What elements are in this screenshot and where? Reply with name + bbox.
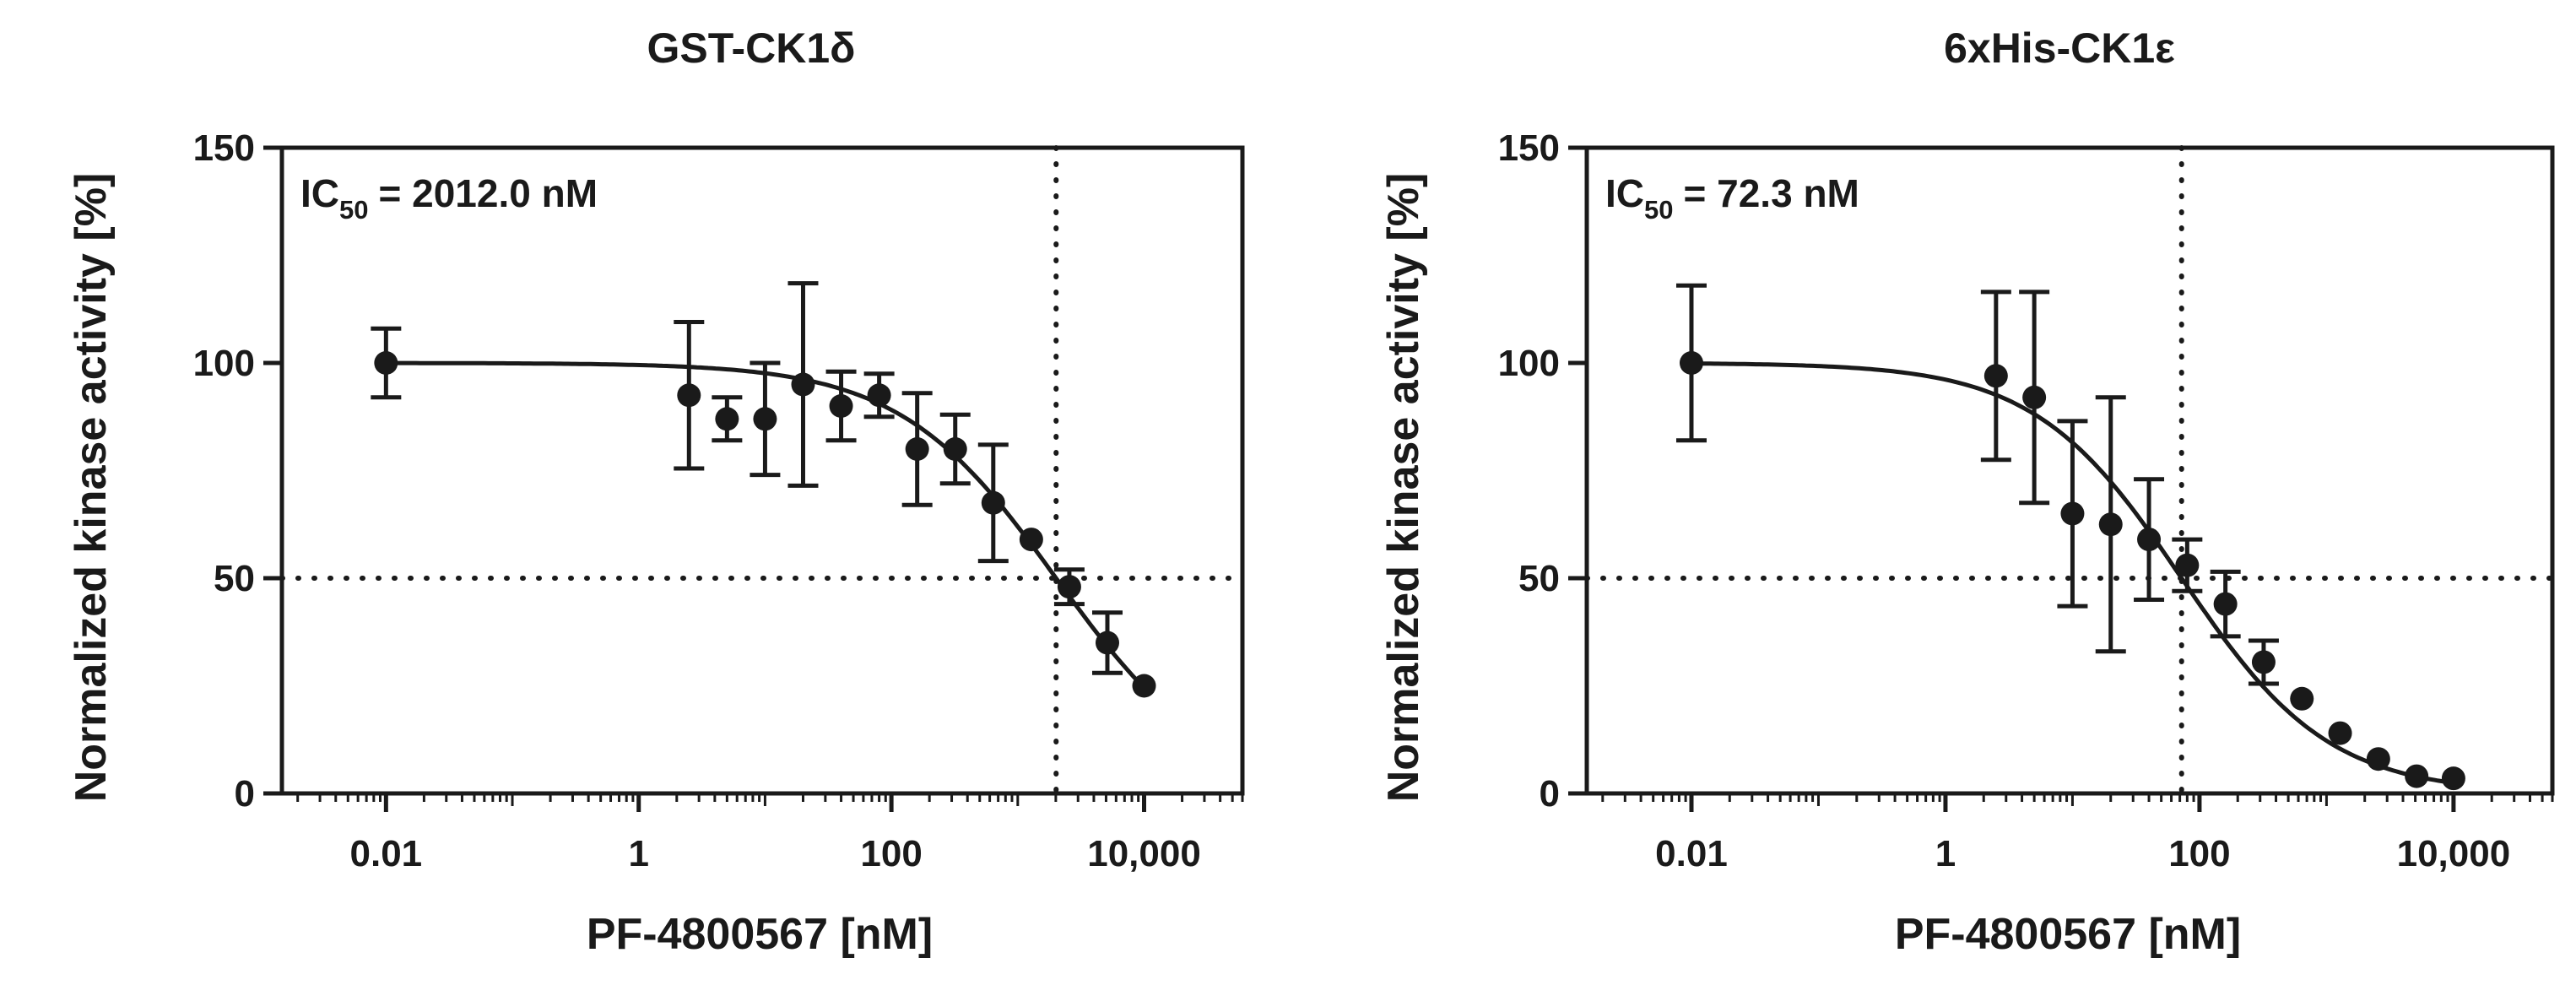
data-point xyxy=(791,372,815,397)
y-tick-label: 0 xyxy=(1540,773,1560,815)
y-tick-label: 150 xyxy=(193,127,255,169)
data-point xyxy=(2366,747,2390,771)
data-point xyxy=(2098,512,2123,537)
y-tick-label: 50 xyxy=(214,558,255,599)
x-tick-label: 0.01 xyxy=(350,833,423,874)
x-axis-label: PF-4800567 [nM] xyxy=(1895,910,2241,959)
ic50-value: = 2012.0 nM xyxy=(378,171,598,215)
data-point xyxy=(2405,764,2429,788)
data-point xyxy=(2290,686,2314,711)
data-point xyxy=(2251,650,2276,674)
data-point xyxy=(1095,631,1119,655)
data-point xyxy=(1057,575,1081,599)
x-tick-label: 100 xyxy=(860,833,922,874)
ic50-subscript: 50 xyxy=(339,195,368,225)
data-point xyxy=(753,407,777,431)
x-tick-label: 0.01 xyxy=(1655,833,1728,874)
ic50-subscript: 50 xyxy=(1644,195,1673,225)
data-point xyxy=(829,394,853,418)
data-point xyxy=(981,490,1005,515)
data-point xyxy=(943,437,967,461)
data-point xyxy=(2213,592,2238,616)
data-point xyxy=(905,437,929,461)
plot-frame xyxy=(279,145,1245,796)
ic50-prefix: IC xyxy=(1605,171,1644,215)
ic50-prefix: IC xyxy=(300,171,339,215)
ic50-annotation: IC50 = 72.3 nM xyxy=(1605,171,1859,225)
y-tick-label: 100 xyxy=(193,343,255,384)
y-axis-label: Normalized kinase activity [%] xyxy=(67,173,116,803)
y-tick-label: 50 xyxy=(1518,558,1560,599)
data-point xyxy=(2060,501,2085,526)
x-tick-label: 10,000 xyxy=(2397,833,2511,874)
data-point xyxy=(867,383,891,408)
x-tick-label: 1 xyxy=(1935,833,1956,874)
x-tick-label: 10,000 xyxy=(1087,833,1201,874)
data-point xyxy=(374,351,398,375)
chart-title: 6xHis-CK1ε xyxy=(1944,24,2175,72)
data-point xyxy=(1983,364,2008,388)
data-point xyxy=(677,383,701,408)
data-point xyxy=(1132,674,1156,698)
x-tick-label: 1 xyxy=(628,833,648,874)
x-axis-label: PF-4800567 [nM] xyxy=(587,910,933,959)
ic50-value: = 72.3 nM xyxy=(1683,171,1859,215)
data-point xyxy=(2328,721,2352,745)
data-point xyxy=(2022,385,2047,409)
y-tick-label: 0 xyxy=(235,773,255,815)
y-tick-label: 100 xyxy=(1498,343,1560,384)
x-tick-label: 100 xyxy=(2168,833,2230,874)
y-tick-label: 150 xyxy=(1498,127,1560,169)
data-point xyxy=(2441,766,2465,791)
data-point xyxy=(2175,553,2200,577)
data-point xyxy=(715,407,739,431)
data-point xyxy=(1019,528,1043,552)
data-point xyxy=(1679,351,1703,375)
ic50-annotation: IC50 = 2012.0 nM xyxy=(300,171,598,225)
plot-frame xyxy=(1584,145,2555,796)
y-axis-label: Normalized kinase activity [%] xyxy=(1379,173,1428,803)
chart-title: GST-CK1δ xyxy=(647,24,855,72)
data-point xyxy=(2137,528,2162,552)
